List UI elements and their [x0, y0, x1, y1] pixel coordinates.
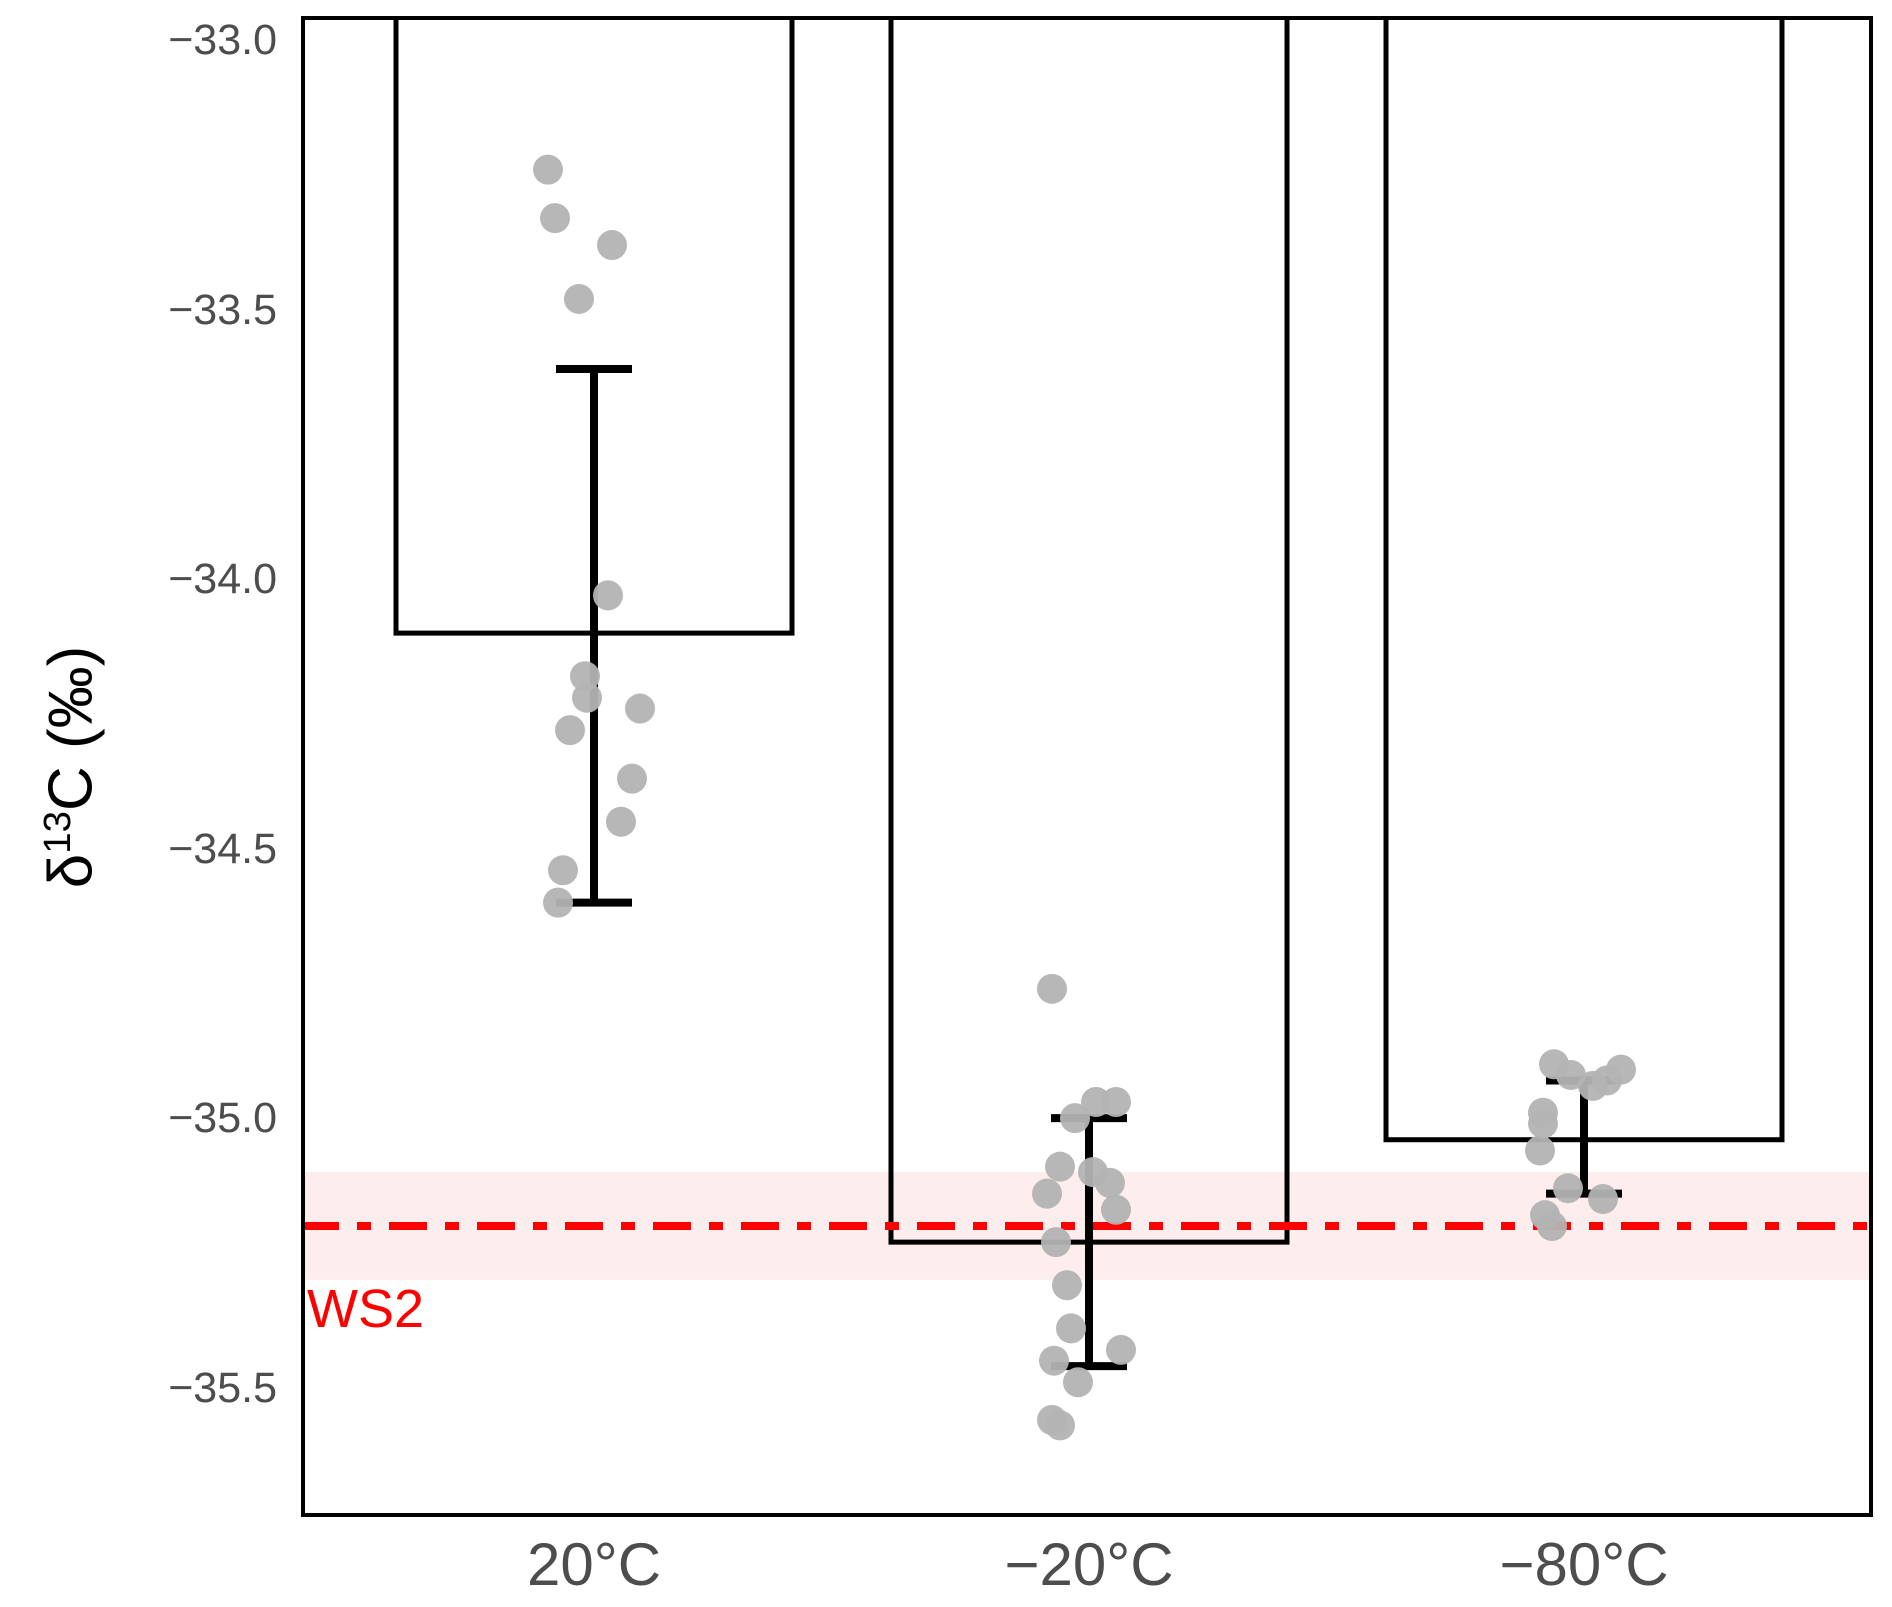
data-point: [1041, 1227, 1071, 1258]
data-point: [1037, 973, 1067, 1004]
data-point: [572, 682, 602, 713]
data-point: [606, 806, 636, 837]
bar-−20°C: [888, 16, 1290, 1245]
data-point: [597, 230, 627, 261]
data-point: [533, 154, 563, 185]
y-tick-label: −33.0: [168, 16, 277, 65]
data-point: [548, 855, 578, 886]
data-point: [1578, 1070, 1608, 1101]
data-point: [555, 715, 585, 746]
y-axis-title-rest: C (‰): [36, 645, 106, 812]
data-point: [1106, 1334, 1136, 1365]
bar-−80°C: [1383, 16, 1785, 1143]
data-point: [1060, 1103, 1090, 1134]
reference-label: WS2: [307, 1279, 425, 1339]
data-point: [1553, 1173, 1583, 1204]
data-point: [1101, 1087, 1131, 1118]
y-tick-label: −34.5: [168, 824, 277, 873]
data-point: [540, 203, 570, 234]
data-point: [1045, 1151, 1075, 1182]
data-point: [1588, 1184, 1618, 1215]
data-point: [1525, 1135, 1555, 1166]
y-tick-label: −35.0: [168, 1094, 277, 1143]
data-point: [564, 283, 594, 314]
data-point: [1537, 1210, 1567, 1241]
y-tick-label: −35.5: [168, 1363, 277, 1412]
plot-panel: [301, 16, 1873, 1517]
data-point: [543, 887, 573, 918]
data-point: [1095, 1167, 1125, 1198]
x-category-label: 20°C: [526, 1531, 662, 1598]
x-category-label: −80°C: [1499, 1531, 1669, 1598]
x-category-label: −20°C: [1004, 1531, 1174, 1598]
data-point: [1039, 1345, 1069, 1376]
data-point: [1063, 1367, 1093, 1398]
y-axis-title: δ13C (‰): [23, 577, 106, 957]
y-tick-label: −34.0: [168, 555, 277, 604]
data-point: [1056, 1313, 1086, 1344]
data-point: [1045, 1410, 1075, 1441]
data-point: [1032, 1178, 1062, 1209]
data-point: [617, 763, 647, 794]
data-point: [1528, 1108, 1558, 1139]
data-point: [570, 661, 600, 692]
data-point: [625, 693, 655, 724]
panel-border: [301, 16, 1873, 1517]
data-point: [593, 580, 623, 611]
data-point: [1052, 1270, 1082, 1301]
y-tick-label: −33.5: [168, 285, 277, 334]
data-point: [1101, 1194, 1131, 1225]
